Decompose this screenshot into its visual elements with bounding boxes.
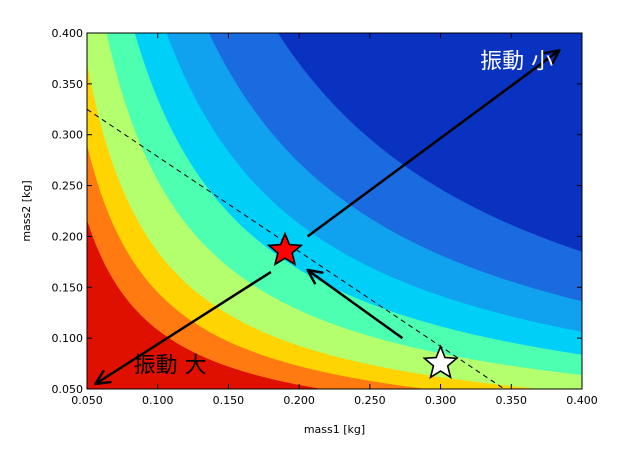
arrow-2 <box>306 268 404 340</box>
x-tick-label: 0.400 <box>566 394 598 407</box>
arrow-1 <box>94 270 272 386</box>
x-tick-label: 0.300 <box>425 394 457 407</box>
x-tick-label: 0.050 <box>71 394 103 407</box>
x-tick-label: 0.150 <box>213 394 245 407</box>
x-tick-label: 0.100 <box>142 394 174 407</box>
annotation-layer: 振動 小振動 大 <box>87 49 561 389</box>
x-axis-title: mass1 [kg] <box>304 423 365 436</box>
y-tick-label: 0.250 <box>52 180 84 193</box>
y-tick-label: 0.300 <box>52 129 84 142</box>
contour-bands <box>87 33 582 389</box>
y-axis-title: mass2 [kg] <box>20 180 33 241</box>
y-tick-label: 0.350 <box>52 78 84 91</box>
x-tick-label: 0.200 <box>283 394 315 407</box>
contour-band-8 <box>277 33 582 389</box>
red-star-marker <box>266 231 304 267</box>
arrow-0 <box>306 49 561 238</box>
y-tick-label: 0.150 <box>52 281 84 294</box>
y-tick-label: 0.200 <box>52 230 84 243</box>
white-star-marker <box>422 344 459 380</box>
y-tick-label: 0.050 <box>52 383 84 396</box>
y-tick-label: 0.400 <box>52 27 84 40</box>
axis-ticks: 0.050 0.100 0.150 0.200 0.250 0.300 0.350 0.400… <box>52 27 598 407</box>
annotation-label-0: 振動 小 <box>480 50 553 75</box>
x-tick-label: 0.250 <box>354 394 386 407</box>
annotation-label-1: 振動 大 <box>134 354 207 379</box>
plot-frame <box>86 32 583 390</box>
dashed-constraint-line <box>87 108 505 389</box>
x-tick-label: 0.350 <box>496 394 528 407</box>
y-tick-label: 0.100 <box>52 332 84 345</box>
